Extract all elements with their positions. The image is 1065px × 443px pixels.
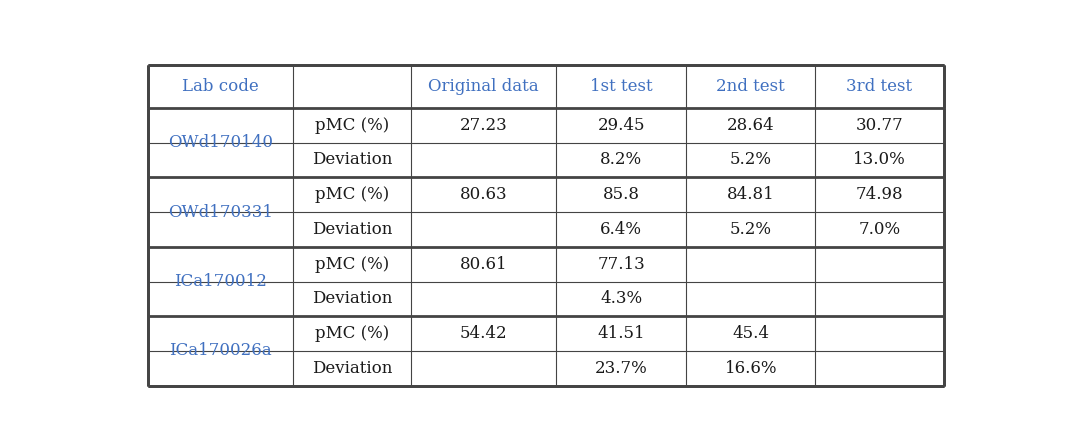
Text: 5.2%: 5.2% [730, 152, 772, 168]
Text: 3rd test: 3rd test [847, 78, 913, 95]
Text: Original data: Original data [428, 78, 539, 95]
Text: pMC (%): pMC (%) [315, 117, 389, 134]
Text: 23.7%: 23.7% [594, 360, 648, 377]
Text: 6.4%: 6.4% [601, 221, 642, 238]
Text: 54.42: 54.42 [459, 325, 507, 342]
Text: 4.3%: 4.3% [600, 290, 642, 307]
Text: 80.63: 80.63 [459, 186, 507, 203]
Text: 77.13: 77.13 [597, 256, 645, 272]
Text: OWd170140: OWd170140 [168, 134, 273, 151]
Text: Lab code: Lab code [182, 78, 259, 95]
Text: 8.2%: 8.2% [600, 152, 642, 168]
Text: 13.0%: 13.0% [853, 152, 905, 168]
Text: OWd170331: OWd170331 [168, 203, 273, 221]
Text: pMC (%): pMC (%) [315, 256, 389, 272]
Text: ICa170026a: ICa170026a [169, 342, 272, 360]
Text: 80.61: 80.61 [459, 256, 507, 272]
Text: Deviation: Deviation [312, 221, 392, 238]
Text: 29.45: 29.45 [597, 117, 645, 134]
Text: 41.51: 41.51 [597, 325, 645, 342]
Text: 5.2%: 5.2% [730, 221, 772, 238]
Text: 7.0%: 7.0% [858, 221, 900, 238]
Text: 28.64: 28.64 [727, 117, 774, 134]
Text: Deviation: Deviation [312, 152, 392, 168]
Text: pMC (%): pMC (%) [315, 325, 389, 342]
Text: 30.77: 30.77 [855, 117, 903, 134]
Text: ICa170012: ICa170012 [175, 273, 267, 290]
Text: 27.23: 27.23 [459, 117, 507, 134]
Text: 74.98: 74.98 [855, 186, 903, 203]
Text: 85.8: 85.8 [603, 186, 640, 203]
Text: Deviation: Deviation [312, 360, 392, 377]
Text: 1st test: 1st test [590, 78, 653, 95]
Text: Deviation: Deviation [312, 290, 392, 307]
Text: 2nd test: 2nd test [717, 78, 785, 95]
Text: 84.81: 84.81 [726, 186, 774, 203]
Text: 16.6%: 16.6% [724, 360, 777, 377]
Text: pMC (%): pMC (%) [315, 186, 389, 203]
Text: 45.4: 45.4 [733, 325, 769, 342]
